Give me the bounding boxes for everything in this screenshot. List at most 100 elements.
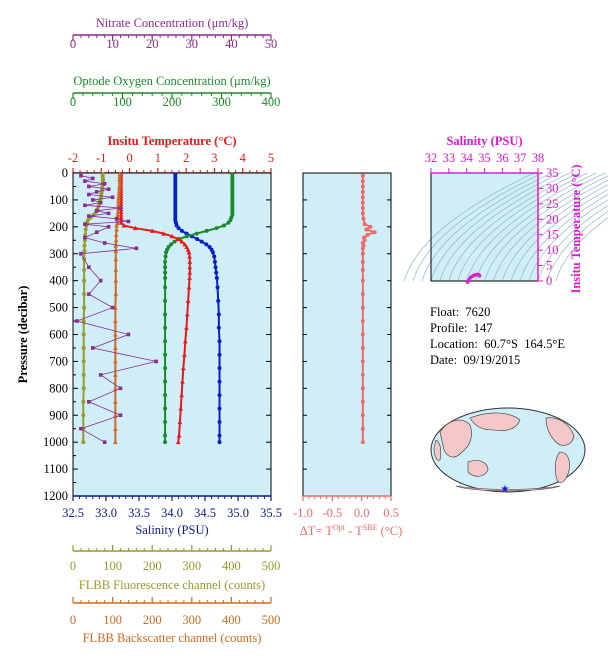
salinity-point bbox=[216, 325, 221, 330]
temperature-point bbox=[184, 325, 189, 330]
pressure-tick-label: 500 bbox=[49, 301, 68, 315]
salinity-point bbox=[217, 366, 222, 371]
temperature-point bbox=[181, 365, 186, 371]
backscatter-point bbox=[116, 201, 121, 206]
backscatter-tick-label: 200 bbox=[143, 613, 162, 627]
delta-t-tick-label: -0.5 bbox=[322, 506, 342, 520]
salinity-tick-label: 35.5 bbox=[260, 506, 282, 520]
salinity-point bbox=[179, 228, 184, 233]
bottom-axes: 32.5 33.0 33.5 34.0 34.5 35.0 35.5 Salinity (PS… bbox=[62, 495, 282, 645]
float-info: Float: 7620 Profile: 147 Location: 60.7°… bbox=[430, 304, 565, 368]
nitrate-point bbox=[126, 219, 131, 224]
ts-xtick-label: 32 bbox=[425, 151, 438, 165]
salinity-axis-label: Salinity (PSU) bbox=[135, 523, 208, 537]
delta-t-point bbox=[360, 173, 365, 178]
delta-t-tick-label: -1.0 bbox=[293, 506, 313, 520]
backscatter-point bbox=[113, 278, 119, 283]
ts-ytick-label: 5 bbox=[546, 259, 552, 273]
oxygen-axis-label: Optode Oxygen Concentration (μm/kg) bbox=[73, 74, 270, 88]
delta-t-point bbox=[372, 230, 377, 235]
delta-t-label-part: SBE bbox=[363, 523, 378, 532]
nitrate-point bbox=[75, 319, 79, 323]
temperature-point bbox=[187, 259, 193, 264]
delta-t-point bbox=[360, 179, 365, 184]
nitrate-tick-label: 10 bbox=[106, 37, 119, 51]
backscatter-axis-label: FLBB Backscatter channel (counts) bbox=[83, 631, 262, 645]
backscatter-point bbox=[117, 177, 122, 182]
nitrate-point bbox=[87, 214, 91, 218]
fluorescence-point bbox=[82, 292, 87, 297]
ts-isopycnal bbox=[501, 184, 608, 282]
backscatter-point bbox=[113, 232, 119, 237]
ts-ytick-label: 10 bbox=[546, 243, 559, 257]
nitrate-point bbox=[83, 179, 87, 183]
backscatter-point bbox=[114, 227, 119, 232]
salinity-point bbox=[216, 312, 221, 317]
fluorescence-tick-label: 300 bbox=[182, 559, 201, 573]
pressure-tick-label: 400 bbox=[49, 274, 68, 288]
oxygen-point bbox=[163, 379, 168, 384]
ts-isopycnal bbox=[439, 172, 570, 282]
delta-t-tick-label: 0.0 bbox=[354, 506, 370, 520]
ts-ylabel: Insitu Temperature (°C) bbox=[569, 164, 583, 293]
backscatter-point bbox=[113, 332, 118, 337]
ts-isopycnal bbox=[457, 172, 588, 282]
ts-isopycnal bbox=[493, 179, 608, 282]
temperature-tick-label: 5 bbox=[268, 151, 274, 165]
temperature-point bbox=[161, 231, 166, 236]
backscatter-tick-label: 100 bbox=[103, 613, 122, 627]
salinity-tick-label: 33.0 bbox=[95, 506, 117, 520]
oxygen-point bbox=[163, 325, 168, 330]
backscatter-point bbox=[113, 237, 119, 243]
nitrate-point bbox=[102, 241, 107, 245]
ts-point bbox=[477, 273, 482, 278]
temperature-point bbox=[185, 298, 191, 303]
salinity-point bbox=[214, 270, 219, 275]
salinity-tick-label: 34.5 bbox=[194, 506, 216, 520]
oxygen-tick-label: 400 bbox=[262, 95, 281, 109]
backscatter-point bbox=[117, 174, 123, 180]
delta-t-point bbox=[360, 189, 365, 194]
date: Date: 09/19/2015 bbox=[430, 353, 521, 367]
backscatter-point bbox=[113, 345, 118, 350]
fluorescence-point bbox=[82, 278, 87, 283]
oxygen-point bbox=[163, 433, 168, 438]
nitrate-point bbox=[87, 399, 91, 404]
pressure-tick-label: 200 bbox=[49, 220, 68, 234]
fluorescence-point bbox=[81, 413, 86, 418]
salinity-point bbox=[176, 226, 181, 231]
nitrate-point bbox=[110, 195, 115, 200]
temperature-point bbox=[132, 225, 138, 231]
profile-series bbox=[75, 171, 235, 445]
temperature-point bbox=[179, 239, 185, 244]
fluorescence-tick-label: 500 bbox=[262, 559, 281, 573]
temperature-point bbox=[180, 379, 185, 384]
backscatter-tick-label: 400 bbox=[222, 613, 241, 627]
map-land-antarctica bbox=[455, 485, 561, 492]
delta-t-point bbox=[360, 195, 365, 200]
delta-t-point bbox=[360, 184, 365, 189]
oxygen-point bbox=[163, 259, 168, 264]
ts-ytick-label: 0 bbox=[546, 274, 552, 288]
delta-t-point bbox=[360, 267, 365, 272]
nitrate-point bbox=[102, 181, 107, 186]
ts-ytick-label: 30 bbox=[546, 181, 559, 195]
backscatter-point bbox=[114, 222, 119, 228]
fluorescence-tick-label: 400 bbox=[222, 559, 241, 573]
ts-isopycnal bbox=[430, 172, 561, 282]
oxygen-point bbox=[163, 352, 168, 357]
salinity-tick-label: 33.5 bbox=[128, 506, 150, 520]
oxygen-point bbox=[163, 298, 168, 303]
backscatter-point bbox=[113, 385, 118, 391]
oxygen-point bbox=[214, 226, 219, 231]
delta-t-point bbox=[361, 216, 366, 221]
temperature-point bbox=[176, 432, 182, 438]
nitrate-point bbox=[83, 222, 87, 226]
ts-isopycnal bbox=[484, 175, 608, 282]
ts-isopycnal bbox=[403, 172, 534, 282]
backscatter-point bbox=[117, 171, 123, 177]
oxygen-point bbox=[164, 250, 169, 255]
temperature-point bbox=[175, 439, 181, 445]
delta-t-point bbox=[360, 359, 365, 364]
nitrate-point bbox=[118, 413, 123, 418]
